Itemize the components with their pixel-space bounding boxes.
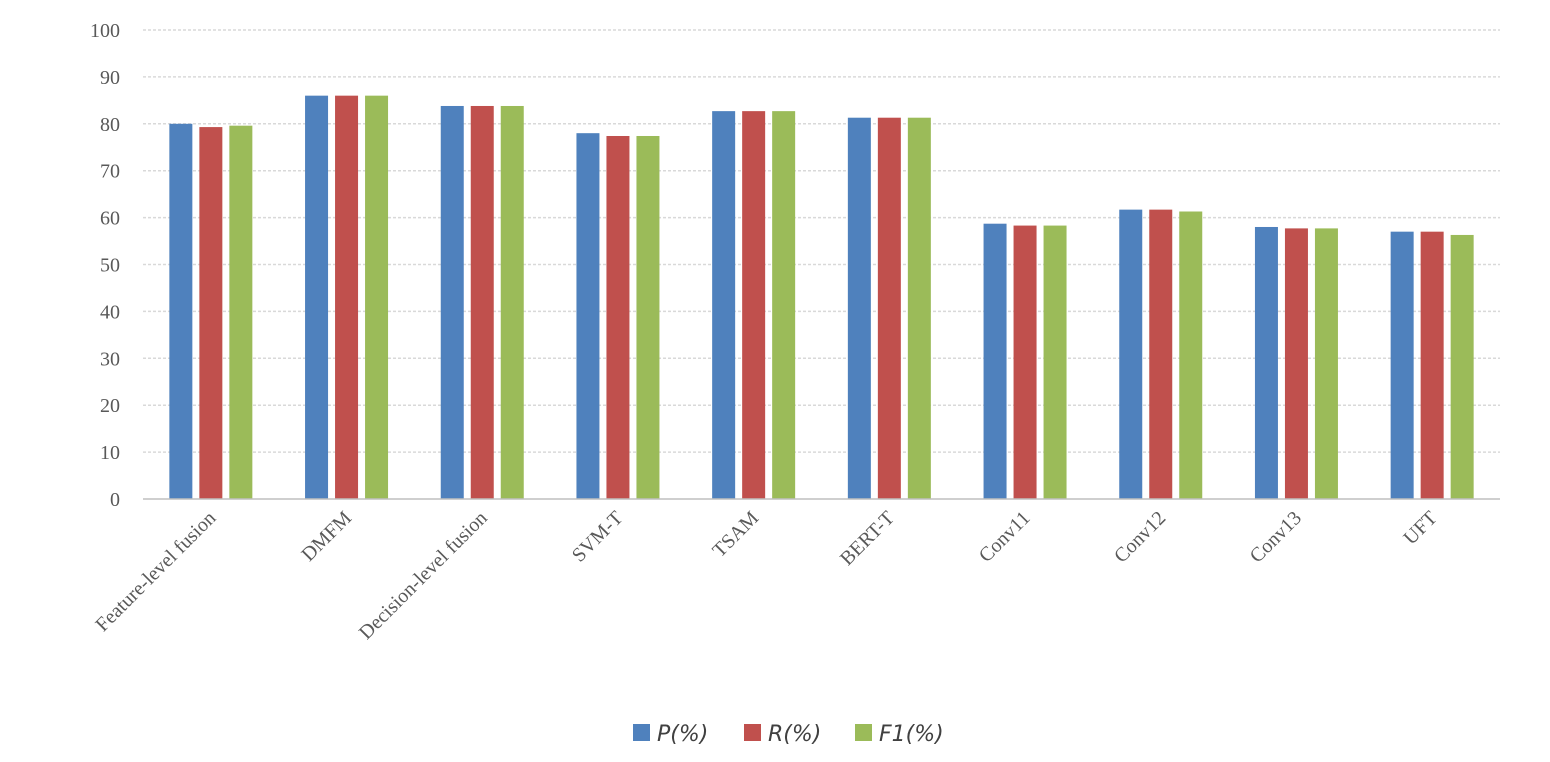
legend-label: F1(%): [879, 722, 944, 747]
bar-f1-feature-level-fusion: [229, 125, 253, 500]
y-tick-label: 70: [100, 161, 120, 183]
bar-f1-svm-t: [636, 135, 660, 499]
x-tick-label: Conv13: [1246, 507, 1306, 567]
bar-p-conv13: [1254, 226, 1278, 500]
bar-f1-tsam: [772, 111, 796, 500]
legend-label: R(%): [768, 722, 821, 747]
bar-p-tsam: [712, 111, 736, 500]
y-tick-label: 20: [100, 395, 120, 417]
bar-r-svm-t: [606, 135, 630, 499]
legend-swatch: [744, 724, 761, 741]
bar-r-conv13: [1284, 228, 1308, 499]
x-tick-label: Conv12: [1110, 507, 1170, 567]
y-tick-label: 40: [100, 301, 120, 323]
y-axis-tick-labels: 0 10 20 30 40 50 60 70 80 90 100: [90, 20, 120, 511]
bar-f1-conv11: [1043, 225, 1067, 499]
bar-f1-uft: [1450, 234, 1474, 499]
legend-swatch: [633, 724, 650, 741]
bar-r-dmfm: [335, 95, 359, 499]
legend-swatch: [855, 724, 872, 741]
bar-r-feature-level-fusion: [199, 127, 223, 499]
bar-p-bert-t: [847, 117, 871, 499]
x-tick-label: UFT: [1399, 507, 1441, 549]
bar-r-tsam: [742, 111, 766, 500]
bars: [169, 95, 1474, 500]
bar-r-conv12: [1149, 209, 1173, 499]
bar-p-conv12: [1119, 209, 1143, 499]
bar-f1-dmfm: [365, 95, 389, 499]
y-tick-label: 30: [100, 348, 120, 370]
bar-p-uft: [1390, 231, 1414, 500]
bar-f1-conv12: [1179, 211, 1203, 500]
x-tick-label: DMFM: [297, 507, 356, 566]
y-tick-label: 80: [100, 114, 120, 136]
bar-f1-bert-t: [907, 117, 931, 499]
x-tick-label: TSAM: [708, 507, 763, 562]
x-tick-label: Conv11: [975, 507, 1035, 567]
legend-label: P(%): [657, 722, 708, 747]
bar-r-decision-level-fusion: [470, 105, 494, 499]
bar-f1-conv13: [1314, 228, 1338, 499]
bar-p-svm-t: [576, 133, 600, 499]
bar-p-decision-level-fusion: [440, 105, 464, 499]
bar-r-bert-t: [877, 117, 901, 499]
legend: P(%) R(%) F1(%): [633, 722, 944, 747]
y-tick-label: 0: [110, 489, 120, 511]
x-tick-label: Decision-level fusion: [355, 507, 492, 644]
y-tick-label: 50: [100, 255, 120, 277]
bar-p-dmfm: [305, 95, 329, 499]
bar-p-conv11: [983, 223, 1007, 499]
bar-r-conv11: [1013, 225, 1037, 499]
y-tick-label: 90: [100, 67, 120, 89]
x-tick-label: SVM-T: [568, 507, 628, 567]
bar-r-uft: [1420, 231, 1444, 500]
y-tick-label: 60: [100, 208, 120, 230]
bar-f1-decision-level-fusion: [500, 105, 524, 499]
y-tick-label: 100: [90, 20, 120, 42]
x-tick-label: Feature-level fusion: [91, 507, 220, 636]
y-tick-label: 10: [100, 442, 120, 464]
bar-p-feature-level-fusion: [169, 123, 193, 500]
x-tick-label: BERT-T: [836, 507, 899, 570]
